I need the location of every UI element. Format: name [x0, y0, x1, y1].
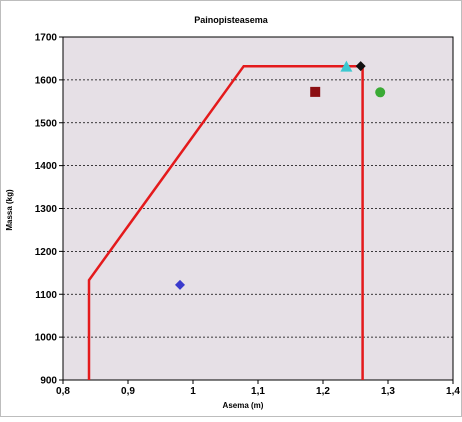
x-tick-label: 1,1 [251, 386, 265, 397]
y-tick-label: 1000 [35, 333, 58, 344]
chart-title: Painopisteasema [194, 15, 269, 25]
marker-diamond [355, 61, 366, 72]
marker-triangle [340, 60, 353, 72]
gridlines [63, 36, 453, 338]
y-tick-label: 900 [40, 376, 57, 387]
marker-square [310, 86, 321, 97]
x-tick-label: 1,2 [316, 386, 330, 397]
x-tick-label: 0,8 [56, 386, 70, 397]
x-axis-label: Asema (m) [223, 401, 264, 410]
y-tick-label: 1100 [35, 290, 57, 301]
plot-area [62, 36, 454, 381]
x-tick-label: 0,9 [121, 386, 135, 397]
y-tick-label: 1600 [35, 75, 58, 86]
cg-envelope-line [87, 64, 364, 380]
y-tick-label: 1700 [35, 33, 58, 44]
y-tick-label: 1200 [35, 247, 58, 258]
y-tick-label: 1500 [35, 118, 58, 129]
marker-circle [375, 87, 386, 98]
axis-ticks: 900 1000 1100 1200 1300 1400 1500 1600 1700 0,8 0,… [35, 33, 461, 398]
x-tick-label: 1,3 [381, 386, 395, 397]
x-tick-label: 1,4 [446, 386, 460, 397]
y-tick-label: 1400 [35, 161, 58, 172]
x-tick-label: 1 [190, 386, 196, 397]
y-axis-label: Massa (kg) [5, 189, 14, 231]
marker-diamond [175, 279, 185, 290]
data-markers [175, 60, 386, 290]
y-tick-label: 1300 [35, 204, 58, 215]
